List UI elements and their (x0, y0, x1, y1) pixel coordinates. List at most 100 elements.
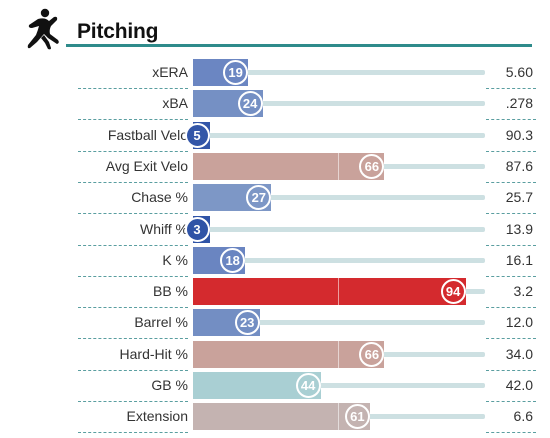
percentile-number: 19 (228, 65, 243, 80)
metric-value: 25.7 (505, 189, 533, 206)
percentile-number: 18 (225, 252, 240, 268)
percentile-track (193, 257, 485, 263)
metric-row: Avg Exit Velo 66 87.6 (0, 151, 550, 183)
percentile-number: 61 (350, 409, 365, 425)
percentile-badge: 24 (237, 91, 263, 117)
percentile-track (193, 320, 485, 326)
metric-row: BB % 94 3.2 (0, 276, 550, 309)
metric-row: Chase % 27 25.7 (0, 182, 550, 215)
metric-value: 6.6 (513, 408, 533, 425)
percentile-badge: 66 (359, 341, 385, 367)
percentile-badge: 44 (295, 373, 321, 398)
metric-value: 16.1 (505, 251, 533, 268)
metric-label: xERA (152, 64, 188, 80)
percentile-bar (193, 152, 385, 180)
row-divider-right (486, 244, 536, 246)
row-divider-right (486, 401, 536, 402)
metric-label: K % (162, 251, 188, 268)
metric-value: 13.9 (505, 220, 533, 237)
metric-value: .278 (505, 95, 533, 112)
row-divider-left (78, 119, 188, 121)
metric-label: xBA (162, 95, 188, 112)
percentile-track (193, 226, 485, 232)
percentile-bar (193, 403, 370, 431)
row-divider-right (486, 150, 536, 152)
metric-value: 90.3 (505, 126, 533, 143)
metric-row: xERA 19 5.60 (0, 57, 550, 89)
percentile-track (193, 101, 485, 107)
percentile-badge: 23 (234, 310, 260, 336)
metric-row: GB % 44 42.0 (0, 370, 550, 402)
percentile-badge: 94 (440, 279, 466, 305)
percentile-badge: 61 (344, 404, 370, 430)
percentile-number: 66 (364, 346, 380, 362)
metric-label: Whiff % (140, 220, 188, 237)
row-divider-right (486, 213, 536, 215)
metric-value: 87.6 (505, 157, 533, 174)
metric-value: 5.60 (505, 64, 533, 80)
section-title: Pitching (77, 20, 159, 43)
metric-label: Fastball Velo (107, 126, 188, 143)
metric-label: Hard-Hit % (119, 345, 188, 362)
row-divider-right (486, 275, 536, 277)
row-divider-right (486, 432, 536, 434)
metric-row: Hard-Hit % 66 34.0 (0, 339, 550, 371)
percentile-track (193, 70, 485, 75)
row-divider-right (486, 119, 536, 121)
pitcher-silhouette-icon (27, 8, 59, 50)
percentile-badge: 3 (184, 216, 210, 242)
metric-label: Barrel % (134, 314, 188, 331)
percentile-number: 27 (251, 190, 267, 206)
metric-row: Fastball Velo 5 90.3 (0, 120, 550, 152)
percentile-badge: 27 (246, 185, 272, 211)
metric-value: 34.0 (505, 345, 533, 362)
metric-label: Avg Exit Velo (105, 157, 188, 174)
metric-label: BB % (152, 283, 188, 300)
section-header: Pitching (0, 0, 550, 52)
metric-row: Whiff % 3 13.9 (0, 214, 550, 246)
title-underline (66, 44, 532, 47)
percentile-number: 5 (193, 127, 201, 143)
percentile-bar (193, 278, 466, 306)
row-divider-right (486, 88, 536, 89)
row-divider-left (78, 213, 188, 215)
midline-tick (338, 152, 339, 180)
row-divider-left (78, 401, 188, 402)
row-divider-right (486, 307, 536, 309)
row-divider-left (78, 338, 188, 340)
metric-row: Extension 61 6.6 (0, 401, 550, 434)
row-divider-left (78, 244, 188, 246)
percentile-badge: 18 (220, 247, 246, 273)
row-divider-left (78, 369, 188, 371)
metric-row: Barrel % 23 12.0 (0, 307, 550, 340)
percentile-track (193, 132, 485, 138)
metric-value: 42.0 (505, 377, 533, 393)
percentile-number: 24 (242, 96, 258, 112)
percentile-number: 66 (364, 158, 380, 174)
percentile-number: 23 (239, 315, 255, 331)
metric-value: 12.0 (505, 314, 533, 331)
metric-row: K % 18 16.1 (0, 245, 550, 277)
row-divider-right (486, 338, 536, 340)
metric-value: 3.2 (513, 283, 533, 300)
row-divider-left (78, 181, 188, 183)
row-divider-left (78, 307, 188, 309)
percentile-track (193, 195, 485, 201)
metric-label: GB % (151, 377, 188, 393)
row-divider-left (78, 88, 188, 89)
row-divider-left (78, 150, 188, 152)
percentile-number: 44 (300, 378, 316, 393)
metric-label: Chase % (131, 189, 188, 206)
midline-tick (338, 340, 339, 368)
row-divider-left (78, 432, 188, 434)
percentile-track (193, 383, 485, 388)
percentile-badge: 19 (223, 60, 249, 85)
row-divider-left (78, 275, 188, 277)
metric-label: Extension (126, 408, 188, 425)
percentile-number: 3 (193, 221, 201, 237)
row-divider-right (486, 181, 536, 183)
row-divider-right (486, 369, 536, 371)
percentile-bar (193, 340, 385, 368)
percentile-number: 94 (445, 284, 461, 300)
midline-tick (338, 403, 339, 431)
